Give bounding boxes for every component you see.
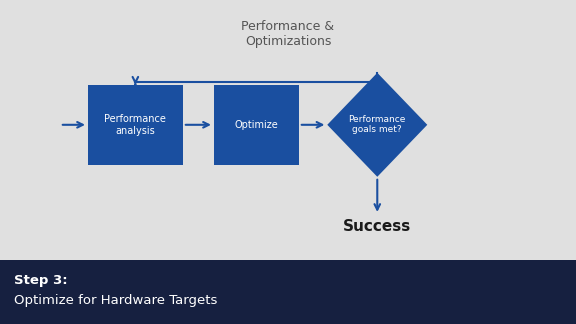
Text: Step 3:: Step 3: [14, 274, 67, 287]
Text: Optimize for Hardware Targets: Optimize for Hardware Targets [14, 294, 217, 307]
Text: Performance &
Optimizations: Performance & Optimizations [241, 20, 335, 48]
Text: Performance
analysis: Performance analysis [104, 114, 166, 136]
FancyBboxPatch shape [214, 85, 299, 165]
Polygon shape [327, 73, 427, 177]
Text: Performance
goals met?: Performance goals met? [348, 115, 406, 134]
FancyBboxPatch shape [88, 85, 183, 165]
FancyBboxPatch shape [0, 0, 576, 260]
FancyBboxPatch shape [0, 260, 576, 324]
Text: Success: Success [343, 219, 411, 234]
Text: Optimize: Optimize [234, 120, 278, 130]
